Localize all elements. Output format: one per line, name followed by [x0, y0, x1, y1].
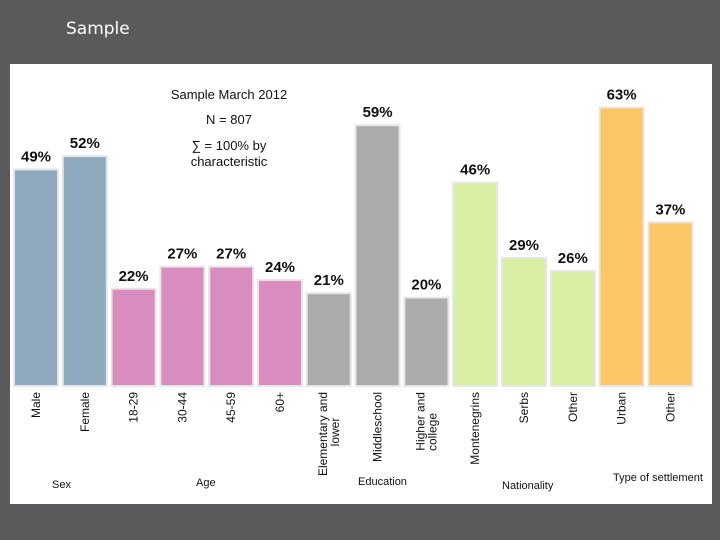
group-label: Sex: [52, 479, 71, 491]
category-label: Serbs: [517, 392, 531, 423]
bars-layer: 49% Male 52% Female Sex 22% 18-29 27% 30-44 27% 45…: [13, 87, 703, 492]
category-label: Elementary andlower: [316, 392, 342, 476]
data-label: 63%: [607, 87, 637, 104]
group-label: Age: [196, 477, 216, 489]
category-label: Female: [78, 392, 92, 432]
group-label: Education: [358, 476, 407, 488]
category-label: Middleschool: [371, 392, 385, 462]
data-label: 29%: [509, 237, 539, 254]
data-label: 46%: [460, 162, 490, 179]
bar: [403, 296, 450, 388]
bar: [305, 292, 352, 387]
data-label: 26%: [558, 250, 588, 267]
bar: [452, 181, 499, 387]
data-label: 22%: [119, 268, 149, 285]
category-label: 45-59: [224, 392, 238, 423]
bar: [13, 168, 59, 387]
data-label: 24%: [265, 259, 295, 276]
bar: [61, 155, 108, 387]
data-label: 59%: [363, 104, 393, 121]
data-label: 27%: [167, 246, 197, 263]
category-label: 60+: [273, 392, 287, 412]
bar: [110, 287, 157, 388]
bar: [501, 256, 547, 387]
data-label: 27%: [216, 246, 246, 263]
category-label: 18-29: [127, 392, 141, 423]
bar: [549, 270, 596, 387]
category-label: 30-44: [175, 392, 189, 423]
data-label: 21%: [314, 272, 344, 289]
bar: [354, 124, 401, 387]
data-label: 52%: [70, 135, 100, 152]
data-label: 49%: [21, 148, 51, 165]
slide-title: Sample: [66, 19, 130, 39]
group-label: Nationality: [502, 480, 554, 492]
group-label: Type of settlement: [613, 472, 703, 484]
category-label: Montenegrins: [468, 392, 482, 465]
info-line: characteristic: [191, 154, 268, 169]
category-label: Higher andcollege: [413, 392, 439, 451]
info-line: ∑ = 100% by: [192, 138, 267, 153]
info-line: Sample March 2012: [171, 87, 287, 102]
bar: [598, 106, 645, 387]
info-line: N = 807: [206, 112, 252, 127]
info-box: Sample March 2012 N = 807 ∑ = 100% bychara…: [171, 87, 287, 169]
data-label: 37%: [655, 201, 685, 218]
bar: [257, 278, 303, 388]
bar: [208, 265, 255, 387]
data-label: 20%: [411, 277, 441, 294]
category-label: Urban: [615, 392, 629, 425]
category-label: Male: [29, 392, 43, 418]
category-label: Other: [566, 392, 580, 422]
bar: [159, 265, 206, 387]
category-label: Other: [663, 392, 677, 422]
bar: [647, 221, 694, 387]
